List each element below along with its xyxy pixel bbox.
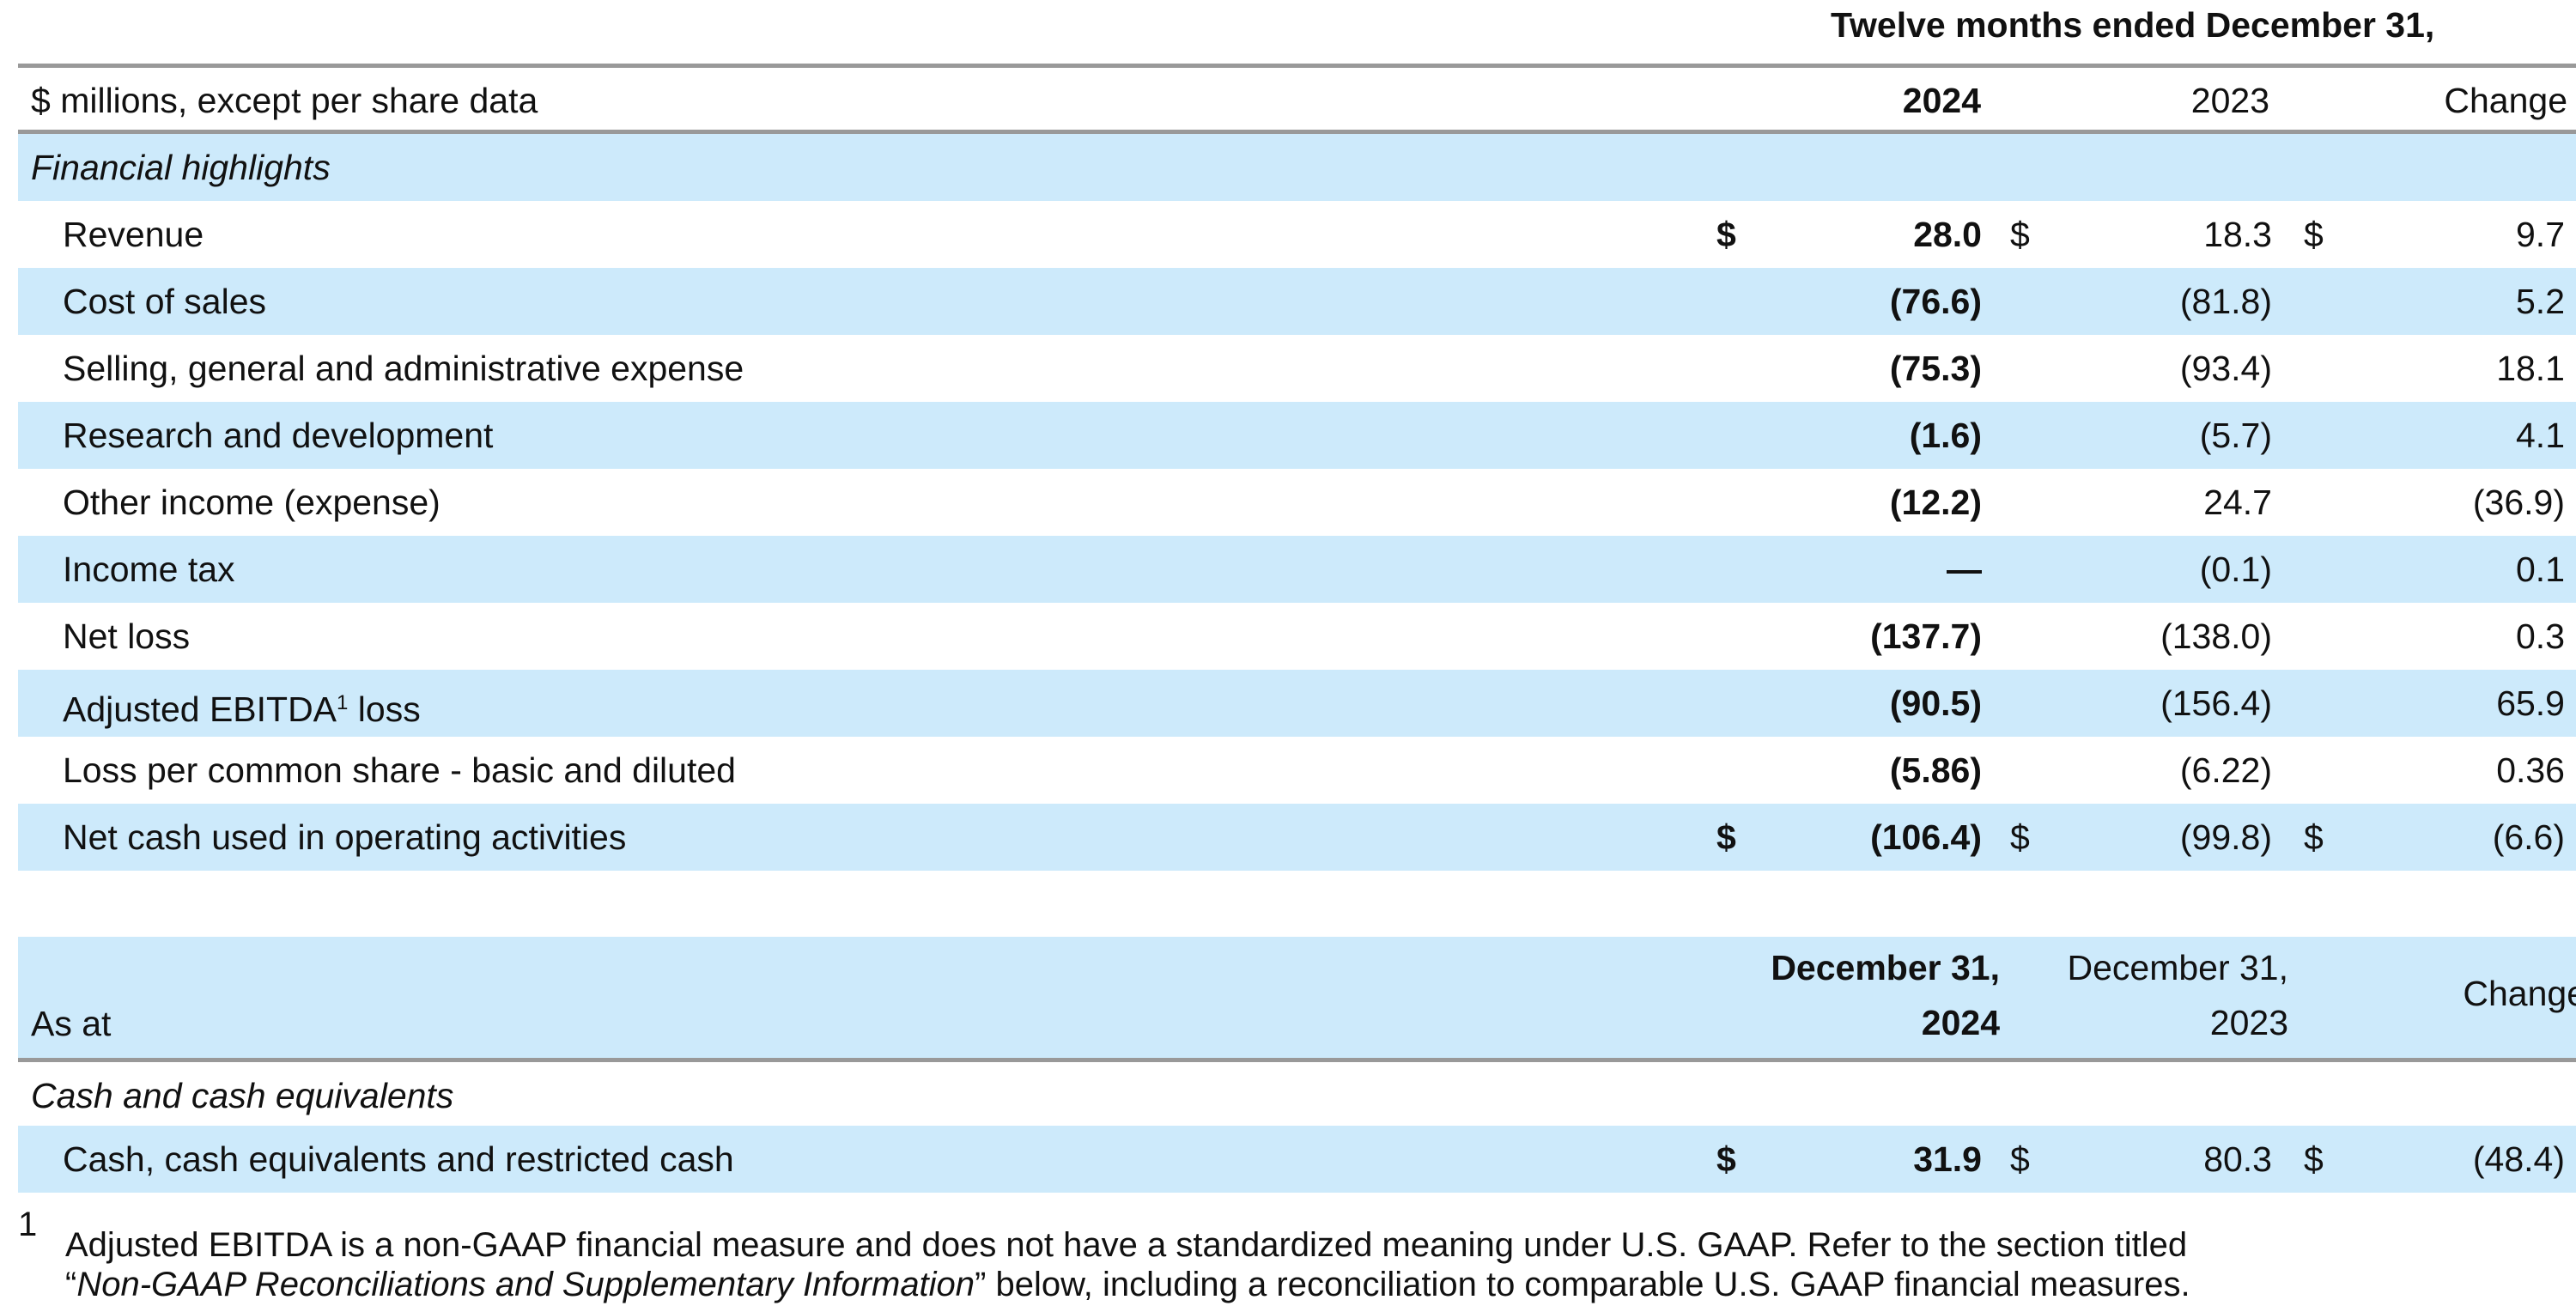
currency-2024: $ [1716,1139,1736,1179]
value-change: 18.1 [2496,349,2565,388]
table-row-adjusted-ebitda: Adjusted EBITDA1 loss (90.5) (156.4) 65.… [18,670,2576,737]
col-header-dec-2024-line1: December 31, [1771,948,2000,987]
table-row-other-income: Other income (expense) (12.2) 24.7 (36.9… [18,469,2576,536]
table-row-cash: Cash, cash equivalents and restricted ca… [18,1126,2576,1193]
footnote-line2: “Non-GAAP Reconciliations and Supplement… [65,1265,2190,1304]
col-header-change: Change [2444,81,2567,120]
row-label-suffix: loss [348,689,421,729]
value-2023: (0.1) [2199,550,2272,589]
col-header-change-2: Change [2463,974,2576,1013]
row-label: Net cash used in operating activities [63,817,627,857]
value-change: 9.7 [2516,215,2565,254]
footnote-text: Adjusted EBITDA is a non-GAAP financial … [65,1225,2190,1304]
value-2024: (90.5) [1889,683,1982,723]
currency-change: $ [2304,1139,2324,1179]
value-2023: (156.4) [2160,683,2272,723]
value-2023: 18.3 [2203,215,2272,254]
value-2024: (76.6) [1889,282,1982,321]
section-financial-highlights: Financial highlights [18,134,2576,201]
table-row-cost-of-sales: Cost of sales (76.6) (81.8) 5.2 [18,268,2576,335]
value-2023: (99.8) [2179,817,2272,857]
value-2023: (6.22) [2179,750,2272,790]
header-rule-bottom [18,130,2576,134]
currency-2023: $ [2010,215,2030,254]
value-2023: (138.0) [2160,617,2272,656]
value-2024: (1.6) [1909,416,1982,455]
section-cash: Cash and cash equivalents [18,1062,2576,1129]
col-header-2023: 2023 [2190,81,2269,120]
row-label: Adjusted EBITDA1 loss [63,670,421,743]
footnote-line2-rest: ” below, including a reconciliation to c… [975,1266,2190,1303]
value-2023: (81.8) [2179,282,2272,321]
row-label: Selling, general and administrative expe… [63,349,744,388]
currency-2024: $ [1716,817,1736,857]
table-row-income-tax: Income tax — (0.1) 0.1 [18,536,2576,603]
footnote-line1: Adjusted EBITDA is a non-GAAP financial … [65,1226,2188,1264]
table-row-net-cash: Net cash used in operating activities $ … [18,804,2576,871]
table-row-sga: Selling, general and administrative expe… [18,335,2576,402]
table-row-research: Research and development (1.6) (5.7) 4.1 [18,402,2576,469]
row-label: Income tax [63,550,235,589]
balance-header-rule [18,1058,2576,1062]
header-rule-top [18,64,2576,68]
value-2024: (106.4) [1870,817,1982,857]
value-change: (6.6) [2492,817,2565,857]
col-header-dec-2024-line2: 2024 [1921,1003,2000,1042]
value-2024: (75.3) [1889,349,1982,388]
value-2023: (5.7) [2199,416,2272,455]
value-change: (48.4) [2472,1139,2565,1179]
currency-change: $ [2304,817,2324,857]
currency-2024: $ [1716,215,1736,254]
row-label: Cost of sales [63,282,266,321]
value-2023: (93.4) [2179,349,2272,388]
footnote-open-quote: “ [65,1266,77,1303]
row-label: Cash, cash equivalents and restricted ca… [63,1139,734,1179]
col-header-dec-2023-line1: December 31, [2067,948,2288,987]
row-label: Loss per common share - basic and dilute… [63,750,736,790]
section-title: Financial highlights [31,148,331,187]
currency-2023: $ [2010,1139,2030,1179]
row-label: Net loss [63,617,191,656]
currency-change: $ [2304,215,2324,254]
col-header-2024: 2024 [1902,81,1981,120]
table-row-loss-per-share: Loss per common share - basic and dilute… [18,737,2576,804]
value-2024: (137.7) [1870,617,1982,656]
units-label: $ millions, except per share data [31,81,538,120]
row-label-text: Adjusted EBITDA [63,689,337,729]
value-change: (36.9) [2472,483,2565,522]
value-2024: 28.0 [1913,215,1982,254]
table-row-revenue: Revenue $ 28.0 $ 18.3 $ 9.7 [18,201,2576,268]
value-2023: 80.3 [2203,1139,2272,1179]
value-change: 0.36 [2496,750,2565,790]
period-title: Twelve months ended December 31, [1831,5,2435,45]
value-2024: 31.9 [1913,1139,1982,1179]
value-2023: 24.7 [2203,483,2272,522]
footnote-ref: 1 [337,691,349,714]
row-label: Revenue [63,215,204,254]
value-2024: (5.86) [1889,750,1982,790]
table-row-net-loss: Net loss (137.7) (138.0) 0.3 [18,603,2576,670]
value-change: 5.2 [2516,282,2565,321]
row-label: Research and development [63,416,494,455]
as-at-label: As at [31,1004,112,1043]
value-2024: (12.2) [1889,483,1982,522]
col-header-dec-2023-line2: 2023 [2209,1003,2288,1042]
footnote-section-ref: Non-GAAP Reconciliations and Supplementa… [76,1266,975,1303]
value-change: 0.1 [2516,550,2565,589]
value-change: 65.9 [2496,683,2565,723]
row-label: Other income (expense) [63,483,440,522]
balance-header: As at December 31, 2024 December 31, 202… [18,937,2576,1058]
footnote-marker: 1 [18,1206,38,1243]
value-change: 4.1 [2516,416,2565,455]
value-change: 0.3 [2516,617,2565,656]
section-title: Cash and cash equivalents [31,1076,454,1115]
currency-2023: $ [2010,817,2030,857]
value-2024: — [1947,550,1982,589]
